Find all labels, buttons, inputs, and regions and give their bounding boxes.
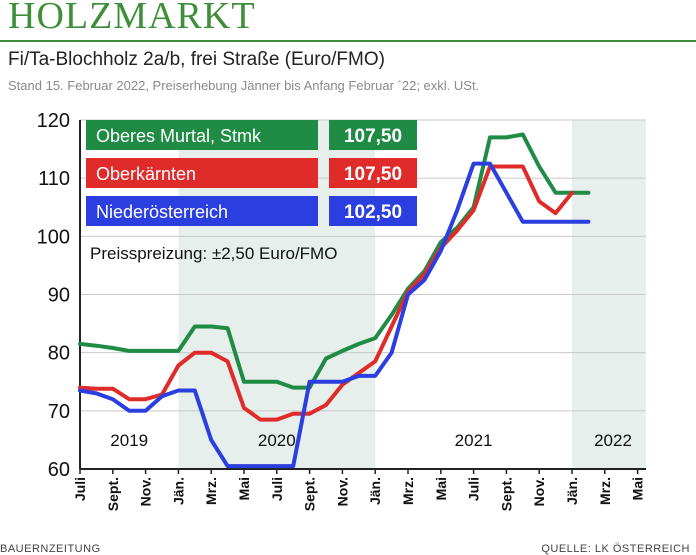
x-tick-label: Juli <box>466 477 482 501</box>
series-line-0 <box>78 132 591 390</box>
x-tick-label: Sept. <box>105 477 121 511</box>
x-tick-label: Mrz. <box>203 477 219 505</box>
series-line-2 <box>78 161 591 469</box>
y-tick-label: 90 <box>48 285 70 307</box>
legend-name-box-0 <box>86 120 318 150</box>
y-tick-label: 100 <box>37 226 70 248</box>
x-tick-label: Jän. <box>367 477 383 505</box>
y-tick-label: 120 <box>37 110 70 132</box>
y-tick-label: 70 <box>48 401 70 423</box>
title-rule <box>0 40 696 42</box>
x-tick-label: Nov. <box>334 477 350 506</box>
legend-latest-value: 107,50 <box>344 164 402 185</box>
x-tick-label: Sept. <box>498 477 514 511</box>
x-tick-label: Mrz. <box>400 477 416 505</box>
legend-name-box-1 <box>86 158 318 188</box>
data-status-note: Stand 15. Februar 2022, Preiserhebung Jä… <box>8 78 480 93</box>
footer-source: QUELLE: LK ÖSTERREICH <box>541 543 690 555</box>
x-tick-label: Jän. <box>564 477 580 505</box>
y-tick-label: 60 <box>48 459 70 481</box>
legend-value-box-2 <box>329 196 417 226</box>
legend-latest-value: 107,50 <box>344 126 402 147</box>
x-tick-label: Mai <box>236 477 252 500</box>
price-spread-annotation: Preisspreizung: ±2,50 Euro/FMO <box>90 244 337 263</box>
legend-value-box-0 <box>329 120 417 150</box>
chart-subtitle: Fi/Ta-Blochholz 2a/b, frei Straße (Euro/… <box>8 49 385 70</box>
legend-name-box-2 <box>86 196 318 226</box>
x-tick-label: Nov. <box>138 477 154 506</box>
footer-publisher: BAUERNZEITUNG <box>0 543 101 555</box>
y-tick-label: 80 <box>48 343 70 365</box>
legend-series-name: Oberkärnten <box>96 164 196 184</box>
x-tick-label: Mrz. <box>597 477 613 505</box>
x-tick-label: Jän. <box>170 477 186 505</box>
legend-latest-value: 102,50 <box>344 202 402 223</box>
year-label-2022: 2022 <box>594 431 632 450</box>
year-label-2020: 2020 <box>258 431 296 450</box>
x-tick-label: Mai <box>433 477 449 500</box>
x-tick-label: Juli <box>72 477 88 501</box>
x-tick-label: Sept. <box>302 477 318 511</box>
x-tick-label: Juli <box>269 477 285 501</box>
x-tick-label: Nov. <box>531 477 547 506</box>
page-title: HOLZMARKT <box>8 0 256 37</box>
legend-value-box-1 <box>329 158 417 188</box>
year-label-2019: 2019 <box>110 431 148 450</box>
y-tick-label: 110 <box>38 168 70 190</box>
x-tick-label: Mai <box>630 477 646 500</box>
legend-series-name: Niederösterreich <box>96 202 228 222</box>
legend-series-name: Oberes Murtal, Stmk <box>96 126 262 146</box>
year-label-2021: 2021 <box>455 431 493 450</box>
